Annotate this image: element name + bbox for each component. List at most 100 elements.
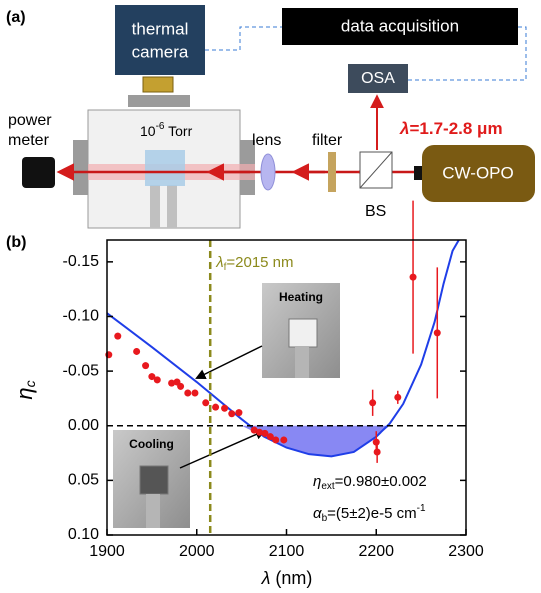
inset-sample (288, 318, 318, 348)
data-point (261, 429, 269, 437)
x-axis-symbol: λ (261, 568, 271, 588)
data-point (433, 329, 441, 337)
vline-label: λf=2015 nm (215, 254, 293, 273)
data-point (184, 389, 192, 397)
cooling-area (241, 425, 390, 457)
daq-label: data acquisition (341, 16, 459, 35)
data-point (373, 448, 381, 456)
data-point (142, 362, 150, 370)
wavelength-range: =1.7-2.8 μm (409, 119, 502, 138)
pressure-base: 10 (140, 123, 156, 139)
y-axis-symbol: η (12, 387, 37, 399)
post (150, 185, 160, 228)
laser-box (422, 145, 535, 202)
annotation-text: =(5±2)e-5 cm (327, 505, 417, 522)
data-point (153, 376, 161, 384)
y-tick-label: 0.05 (68, 472, 99, 489)
x-tick-label: 2300 (448, 543, 484, 560)
data-point (250, 426, 258, 434)
data-point (168, 379, 176, 387)
bs-label: BS (365, 203, 386, 220)
filter (328, 152, 336, 192)
wavelength-symbol: λ (399, 119, 409, 138)
power-meter-label: meter (8, 132, 50, 149)
camera-label: camera (132, 42, 189, 61)
data-point (266, 433, 274, 441)
data-point (394, 393, 402, 401)
data-point (148, 373, 156, 381)
data-point (114, 332, 122, 340)
y-axis-subscript: c (22, 380, 38, 387)
annotation: ηext=0.980±0.002 (313, 473, 427, 492)
window (73, 140, 89, 195)
filter-label: filter (312, 132, 343, 149)
signal-wire (205, 26, 527, 81)
power-meter (22, 157, 55, 188)
y-tick-label: -0.15 (63, 253, 100, 270)
data-point (177, 382, 185, 390)
daq-box (282, 8, 518, 45)
vline-symbol: λ (215, 254, 223, 271)
y-tick-label: 0.00 (68, 417, 99, 434)
inset-label: Cooling (129, 437, 174, 451)
pressure-exponent: -6 (156, 121, 165, 132)
y-tick-label: -0.05 (63, 362, 100, 379)
data-point (369, 399, 377, 407)
setup-diagram: (a) thermal camera data acquisition OSA … (6, 5, 535, 229)
beam-splitter-face (359, 151, 393, 189)
y-tick-label: -0.10 (63, 308, 100, 325)
laser-port (414, 166, 423, 180)
osa-box (348, 64, 408, 93)
x-tick-label: 2100 (269, 543, 305, 560)
data-point (202, 399, 210, 407)
x-axis-label: λ (nm) (261, 568, 313, 588)
annotation-symbol: α (313, 505, 322, 522)
data-point (409, 273, 417, 281)
data-point (272, 436, 280, 444)
data-point (372, 438, 380, 446)
osa-label: OSA (361, 70, 395, 87)
data-point (191, 389, 199, 397)
laser-label: CW-OPO (442, 163, 513, 182)
x-tick-label: 1900 (89, 543, 125, 560)
annotation-superscript: -1 (417, 503, 426, 514)
annotation-text: =0.980±0.002 (335, 473, 427, 490)
data-point (256, 428, 264, 436)
inset-arrow (179, 429, 266, 469)
inset-post (295, 347, 309, 378)
annotation-subscript: ext (321, 481, 335, 492)
camera-box (115, 5, 205, 75)
camera-mount (128, 95, 190, 107)
inset-label: Heating (279, 290, 323, 304)
camera-lens (142, 76, 174, 93)
annotation-subscript: b (322, 513, 328, 524)
annotation: αb=(5±2)e-5 cm-1 (313, 503, 426, 524)
data-point (235, 409, 243, 417)
lens-label: lens (252, 132, 281, 149)
data-point (212, 403, 220, 411)
inset-arrow (195, 345, 263, 380)
x-axis-unit: (nm) (270, 568, 312, 588)
data-point (280, 436, 288, 444)
data-point (221, 404, 229, 412)
wavelength-label: λ=1.7-2.8 μm (399, 119, 503, 138)
vline-subscript: f (224, 262, 227, 273)
y-tick-label: 0.10 (68, 526, 99, 543)
y-axis-label: ηc (12, 380, 38, 399)
pressure-label: 10-6 Torr (140, 121, 193, 139)
data-point (228, 410, 236, 418)
lens (260, 153, 276, 191)
panel-label: (b) (6, 234, 26, 251)
inset-post (146, 494, 160, 528)
inset-sample (139, 465, 169, 495)
camera-label: thermal (132, 19, 189, 38)
post (167, 185, 177, 228)
pressure-unit: Torr (164, 123, 192, 139)
annotation-symbol: η (313, 473, 321, 490)
sample-crystal (145, 150, 185, 186)
power-meter-label: power (8, 112, 52, 129)
panel-label: (a) (6, 9, 26, 26)
x-tick-label: 2200 (358, 543, 394, 560)
